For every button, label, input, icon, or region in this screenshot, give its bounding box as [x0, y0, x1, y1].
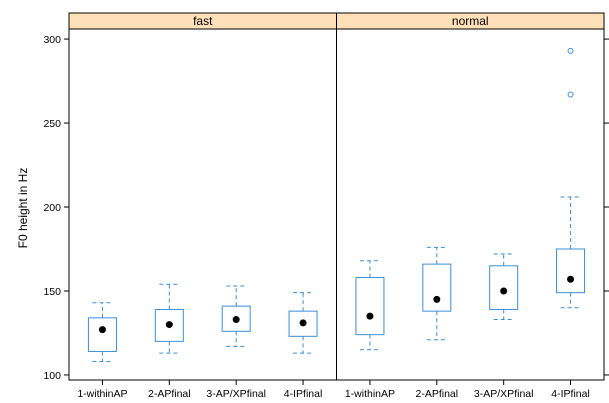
x-tick-label: 2-APfinal [148, 388, 191, 400]
box-iqr [422, 263, 452, 312]
outlier-point [567, 91, 574, 98]
median-dot [366, 312, 374, 320]
median-dot [500, 287, 508, 295]
plot-layer: 100 150 200 250 300 fast 1-withinAP 2-APfinal 3-… [43, 12, 609, 400]
x-tick-label: 3-AP/XPfinal [206, 388, 266, 400]
x-tick-label: 3-AP/XPfinal [474, 388, 534, 400]
box-iqr [355, 277, 385, 336]
y-axis-label: F0 height in Hz [16, 168, 30, 249]
panel-strip-label: normal [452, 14, 489, 28]
box-iqr [87, 317, 117, 352]
y-tick-label: 100 [43, 370, 61, 382]
median-dot [433, 295, 441, 303]
y-tick-label: 250 [43, 118, 61, 130]
median-dot [299, 319, 307, 327]
outlier-point [567, 47, 574, 54]
x-tick-label: 4-IPfinal [551, 388, 590, 400]
x-tick-label: 1-withinAP [345, 388, 395, 400]
x-tick-label: 4-IPfinal [284, 388, 323, 400]
median-dot [232, 316, 240, 324]
x-tick-label: 1-withinAP [77, 388, 127, 400]
median-dot [98, 326, 106, 334]
box-iqr [556, 248, 586, 294]
panel-strip-label: fast [193, 14, 213, 28]
box-iqr [489, 265, 519, 310]
panel-frame [68, 28, 337, 381]
box-iqr [288, 310, 318, 337]
y-tick-label: 150 [43, 286, 61, 298]
median-dot [567, 275, 575, 283]
y-tick-label: 300 [43, 34, 61, 46]
x-tick-label: 2-APfinal [416, 388, 459, 400]
panel-frame [336, 28, 605, 381]
box-iqr [154, 308, 184, 342]
y-tick-label: 200 [43, 202, 61, 214]
box-iqr [221, 305, 251, 332]
median-dot [165, 321, 173, 329]
